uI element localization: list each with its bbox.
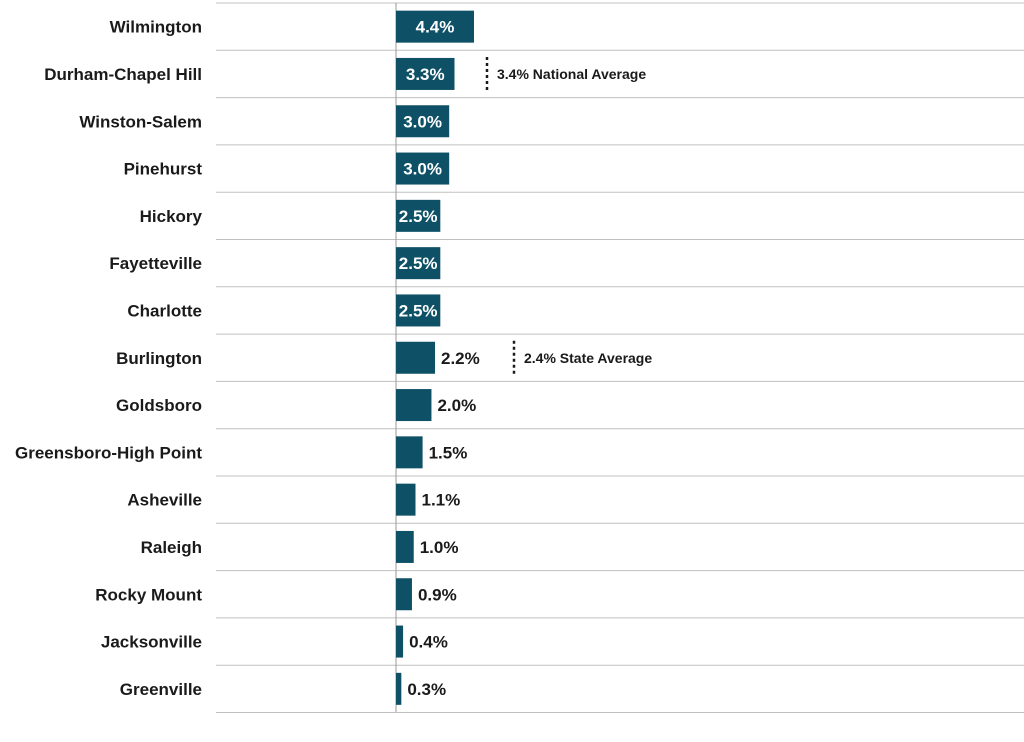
bar — [396, 341, 435, 374]
data-label: 2.0% — [437, 396, 476, 415]
bar — [396, 105, 450, 138]
data-label: 0.4% — [409, 633, 448, 652]
category-label: Burlington — [116, 349, 202, 368]
bar — [396, 199, 441, 232]
bar — [396, 625, 404, 658]
category-label: Charlotte — [127, 301, 202, 320]
bars — [396, 10, 474, 705]
reference-label: 3.4% National Average — [497, 66, 646, 82]
category-label: Greensboro-High Point — [15, 443, 202, 462]
bar — [396, 483, 416, 516]
category-label: Jacksonville — [101, 633, 202, 652]
bar — [396, 578, 412, 611]
reference-label: 2.4% State Average — [524, 350, 652, 366]
data-label: 2.5% — [399, 254, 438, 273]
category-label: Raleigh — [141, 538, 202, 557]
category-label: Durham-Chapel Hill — [44, 65, 202, 84]
category-label: Pinehurst — [124, 160, 203, 179]
category-label: Hickory — [140, 207, 203, 226]
data-label: 0.9% — [418, 585, 457, 604]
category-label: Asheville — [127, 491, 202, 510]
data-label: 3.0% — [403, 112, 442, 131]
reference-lines: 3.4% National Average 2.4% State Average — [485, 56, 652, 375]
data-label: 1.0% — [420, 538, 459, 557]
category-label: Winston-Salem — [79, 112, 202, 131]
bar — [396, 152, 450, 185]
data-label: 1.5% — [429, 443, 468, 462]
category-label: Goldsboro — [116, 396, 202, 415]
category-label: Fayetteville — [109, 254, 202, 273]
data-label: 2.5% — [399, 207, 438, 226]
data-label: 2.5% — [399, 301, 438, 320]
data-label: 1.1% — [422, 491, 461, 510]
category-label: Wilmington — [110, 18, 202, 37]
bar — [396, 10, 474, 43]
data-label: 3.3% — [406, 65, 445, 84]
data-label: 0.3% — [407, 680, 446, 699]
labels: Wilmington 4.4% Durham-Chapel Hill 3.3% Wins… — [15, 18, 480, 699]
data-label: 4.4% — [416, 18, 455, 37]
bar — [396, 530, 414, 563]
bar — [396, 436, 423, 469]
category-label: Greenville — [120, 680, 202, 699]
bar — [396, 672, 402, 705]
bar — [396, 294, 441, 327]
bar — [396, 247, 441, 280]
data-label: 3.0% — [403, 160, 442, 179]
bar — [396, 389, 432, 422]
category-label: Rocky Mount — [95, 585, 202, 604]
bar — [396, 57, 455, 90]
data-label: 2.2% — [441, 349, 480, 368]
